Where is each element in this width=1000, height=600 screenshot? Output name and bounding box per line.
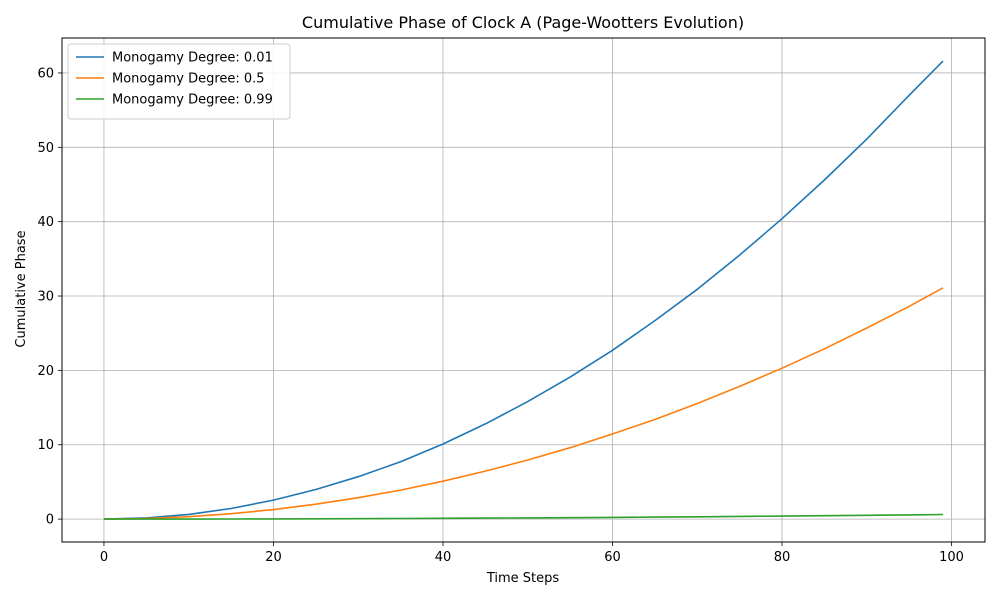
y-tick-label: 60 xyxy=(37,66,54,81)
legend-box xyxy=(67,43,291,120)
y-tick-label: 20 xyxy=(37,364,54,379)
x-tick-label: 100 xyxy=(939,550,964,565)
chart-title: Cumulative Phase of Clock A (Page-Wootte… xyxy=(302,13,744,32)
legend-entry-label: Monogamy Degree: 0.5 xyxy=(112,72,265,87)
x-tick-label: 0 xyxy=(100,550,108,565)
x-tick-label: 40 xyxy=(435,550,452,565)
tick-layer: 0 20 40 60 80 100 0 10 20 30 40 50 60 xyxy=(37,66,963,565)
x-tick-label: 80 xyxy=(774,550,791,565)
y-tick-label: 0 xyxy=(46,513,54,528)
series-line-3 xyxy=(104,513,944,520)
y-tick-label: 50 xyxy=(37,141,54,156)
legend: Monogamy Degree: 0.01 Monogamy Degree: 0.… xyxy=(67,43,291,120)
x-tick-label: 20 xyxy=(265,550,282,565)
y-tick-label: 30 xyxy=(37,290,54,305)
legend-entry-label: Monogamy Degree: 0.99 xyxy=(112,93,273,108)
grid-layer xyxy=(62,38,985,542)
y-axis-label: Cumulative Phase xyxy=(14,230,29,347)
x-tick-label: 60 xyxy=(604,550,621,565)
y-tick-label: 10 xyxy=(37,438,54,453)
series-line-2 xyxy=(103,287,944,520)
series-layer xyxy=(103,60,944,520)
series-line-1 xyxy=(103,60,944,520)
axes-frame xyxy=(61,37,986,543)
legend-entry-label: Monogamy Degree: 0.01 xyxy=(112,51,273,66)
y-tick-label: 40 xyxy=(37,215,54,230)
x-axis-label: Time Steps xyxy=(486,571,560,586)
